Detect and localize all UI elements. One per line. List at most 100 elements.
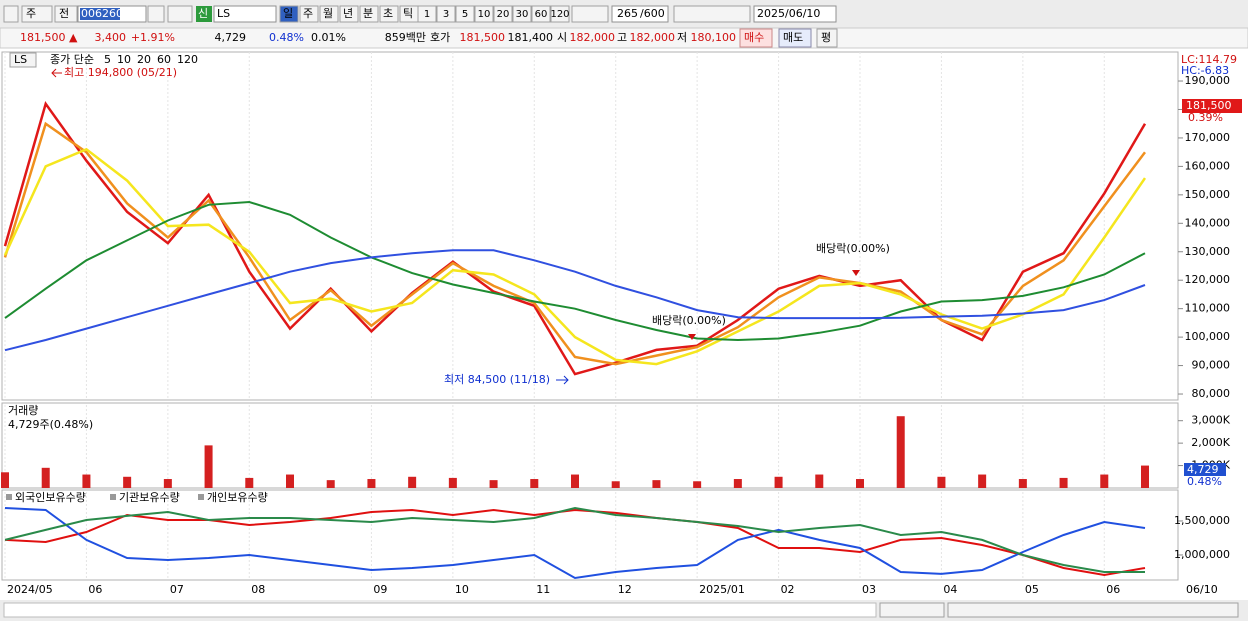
interval: 30: [516, 9, 529, 20]
interval: 60: [535, 9, 548, 20]
y-tick-label: 170,000: [1185, 131, 1231, 144]
volume-rate: 0.48%: [269, 31, 304, 44]
sound-button[interactable]: [167, 5, 193, 23]
drawing-tools[interactable]: [947, 602, 1239, 618]
x-tick-label: 06: [1106, 583, 1120, 596]
interval: 10: [478, 9, 491, 20]
interval: 3: [443, 9, 449, 20]
y-tick-label: 140,000: [1185, 216, 1231, 229]
last-rate: 0.39%: [1188, 111, 1223, 124]
period-button[interactable]: [299, 5, 319, 23]
volume-bar: [611, 481, 620, 488]
y-tick-label: 130,000: [1185, 245, 1231, 258]
high: 182,000: [630, 31, 676, 44]
dividend-marker: [852, 270, 860, 276]
volume-bar: [978, 474, 987, 488]
stock-name: LS: [217, 7, 230, 20]
interval-button[interactable]: [512, 5, 532, 23]
volume-bar: [1018, 479, 1027, 488]
mode-select[interactable]: [54, 5, 78, 23]
interval-button[interactable]: [474, 5, 494, 23]
volume-bar: [652, 480, 661, 488]
volume-subtitle: 4,729주(0.48%): [8, 418, 93, 431]
quote-label: 호가: [430, 31, 450, 44]
x-tick-label: 06: [88, 583, 102, 596]
count-box[interactable]: [611, 5, 669, 23]
volume-bar: [286, 474, 294, 488]
low-arrow: [556, 375, 569, 385]
ask: 181,500: [460, 31, 506, 44]
series-line: [3, 147, 1147, 366]
interval-button[interactable]: [436, 5, 456, 23]
period: 분: [363, 7, 373, 20]
y-tick-label: 90,000: [1192, 359, 1231, 372]
volume-bar: [408, 476, 417, 488]
period: 월: [323, 7, 333, 20]
new-badge: 신: [198, 7, 208, 20]
period-button[interactable]: [379, 5, 399, 23]
interval-button[interactable]: [455, 5, 475, 23]
amount: 859백만: [385, 31, 426, 44]
scroll-track[interactable]: [3, 602, 877, 618]
count: 265: [617, 7, 638, 20]
x-tick-label: 2024/05: [7, 583, 53, 596]
volume-bar: [571, 474, 579, 488]
tool-icons[interactable]: [673, 5, 751, 23]
y-tick-label: 120,000: [1185, 273, 1231, 286]
search-button[interactable]: [147, 5, 165, 23]
period-button[interactable]: [319, 5, 339, 23]
series-line: [4, 506, 1145, 573]
period: 초: [383, 7, 393, 20]
volume-bar: [1, 472, 9, 488]
max-count: /600: [640, 7, 665, 20]
volume-title: 거래량: [8, 404, 38, 417]
period-button[interactable]: [279, 5, 299, 23]
interval-button[interactable]: [417, 5, 437, 23]
volume-bar: [856, 479, 864, 488]
volume-bar: [163, 479, 172, 488]
legend-swatch: [198, 494, 204, 500]
interval-button[interactable]: [493, 5, 513, 23]
period-button[interactable]: [359, 5, 379, 23]
interval-select[interactable]: [571, 5, 609, 23]
period: 년: [343, 7, 353, 20]
series-line: [4, 507, 1146, 580]
legend-entry: 외국인보유수량: [15, 491, 86, 504]
menu-icon[interactable]: [3, 5, 19, 23]
x-tick-label: 04: [943, 583, 957, 596]
buy-button[interactable]: [739, 28, 773, 48]
volume-bar: [774, 476, 783, 488]
market-select[interactable]: [21, 5, 53, 23]
volume-bar: [815, 474, 824, 488]
dividend-marker: [688, 334, 696, 340]
avg-button[interactable]: [816, 28, 838, 48]
x-tick-label: 08: [251, 583, 265, 596]
mode: 전: [59, 7, 69, 20]
symbol-box: [9, 52, 37, 68]
change-rate: +1.91%: [131, 31, 175, 44]
interval-button[interactable]: [550, 5, 570, 23]
volume-bar: [204, 445, 213, 488]
turnover-rate: 0.01%: [311, 31, 346, 44]
new-badge-box[interactable]: [196, 6, 212, 22]
dividend-annotation: 배당락(0.00%): [816, 242, 890, 255]
date-box[interactable]: [753, 5, 837, 23]
low: 180,100: [691, 31, 737, 44]
legend-entry: 20: [137, 53, 151, 66]
volume-bar: [530, 479, 539, 488]
period: 틱: [403, 7, 413, 20]
playback-controls[interactable]: [879, 602, 945, 618]
interval-button[interactable]: [531, 5, 551, 23]
volume-bar: [1141, 465, 1149, 488]
legend-swatch: [110, 494, 116, 500]
volume-bar: [937, 476, 946, 488]
y-tick-label: 110,000: [1185, 302, 1231, 315]
market: 주: [26, 7, 36, 20]
x-tick-label: 2025/01: [699, 583, 745, 596]
sell-button[interactable]: [778, 28, 812, 48]
x-tick-label: 05: [1025, 583, 1039, 596]
period-button[interactable]: [339, 5, 359, 23]
last-volume: 4,729: [1187, 463, 1219, 476]
